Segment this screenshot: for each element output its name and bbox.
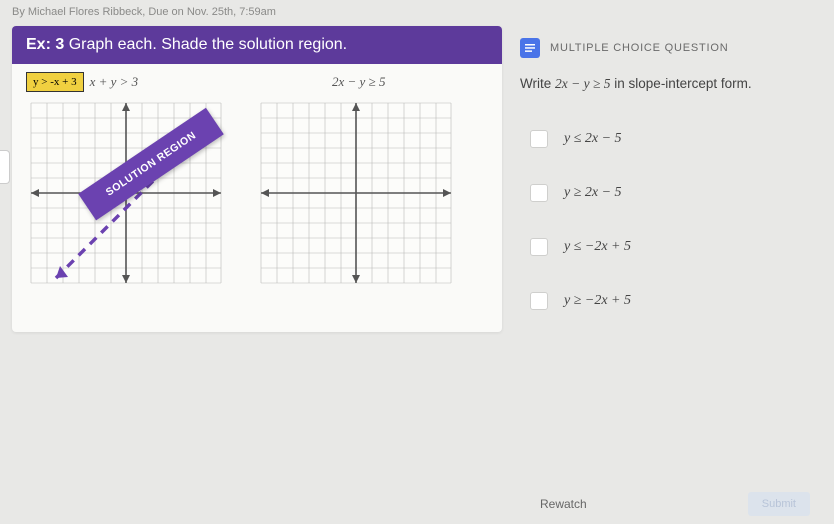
equation-2: 2x − y ≥ 5	[332, 74, 385, 90]
choice-text: y ≥ −2x + 5	[564, 293, 631, 309]
equation-1: x + y > 3	[90, 74, 139, 90]
submit-button[interactable]: Submit	[748, 492, 810, 516]
main-area: Ex: 3 Graph each. Shade the solution reg…	[0, 26, 834, 332]
choice-1[interactable]: y ≤ 2x − 5	[520, 116, 822, 162]
lesson-header: Ex: 3 Graph each. Shade the solution reg…	[12, 26, 502, 64]
mc-header: MULTIPLE CHOICE QUESTION	[520, 38, 822, 58]
grid-2	[256, 98, 456, 288]
assignment-meta: By Michael Flores Ribbeck, Due on Nov. 2…	[0, 0, 834, 26]
example-number: Ex: 3	[26, 36, 64, 53]
yellow-inequality-box: y > -x + 3	[26, 72, 84, 92]
graph-2	[256, 98, 456, 293]
question-panel: MULTIPLE CHOICE QUESTION Write 2x − y ≥ …	[520, 26, 822, 332]
question-suffix: in slope-intercept form.	[611, 76, 752, 91]
question-math: 2x − y ≥ 5	[555, 76, 611, 91]
lesson-title: Graph each. Shade the solution region.	[69, 36, 347, 53]
choice-2[interactable]: y ≥ 2x − 5	[520, 170, 822, 216]
rewatch-button[interactable]: Rewatch	[540, 497, 587, 511]
choice-4[interactable]: y ≥ −2x + 5	[520, 278, 822, 324]
checkbox-icon	[530, 184, 548, 202]
footer: Rewatch Submit	[540, 492, 810, 516]
question-prefix: Write	[520, 76, 555, 91]
side-tab[interactable]	[0, 150, 10, 184]
question-text: Write 2x − y ≥ 5 in slope-intercept form…	[520, 76, 822, 92]
checkbox-icon	[530, 238, 548, 256]
checkbox-icon	[530, 292, 548, 310]
lesson-panel: Ex: 3 Graph each. Shade the solution reg…	[12, 26, 502, 332]
choice-text: y ≤ 2x − 5	[564, 131, 622, 147]
mc-icon	[520, 38, 540, 58]
equation-row: y > -x + 3 x + y > 3 2x − y ≥ 5	[12, 72, 502, 98]
choice-text: y ≤ −2x + 5	[564, 239, 631, 255]
graphs-row: SOLUTION REGION	[12, 98, 502, 293]
graph-1: SOLUTION REGION	[26, 98, 226, 293]
mc-title: MULTIPLE CHOICE QUESTION	[550, 42, 729, 54]
choice-3[interactable]: y ≤ −2x + 5	[520, 224, 822, 270]
choice-text: y ≥ 2x − 5	[564, 185, 622, 201]
checkbox-icon	[530, 130, 548, 148]
